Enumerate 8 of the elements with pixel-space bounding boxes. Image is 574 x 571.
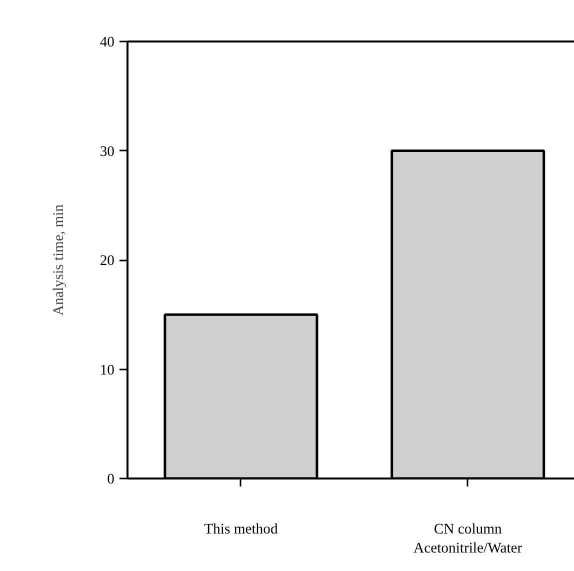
y-tick-label: 40: [100, 34, 114, 50]
y-tick-label: 20: [100, 253, 114, 269]
y-tick-label: 30: [100, 144, 114, 160]
x-tick-label: CN column Acetonitrile/Water: [414, 522, 522, 557]
y-tick-label: 0: [107, 472, 114, 488]
x-tick-label: This method: [204, 522, 278, 538]
y-tick-label: 10: [100, 362, 114, 378]
y-axis-title: Analysis time, min: [50, 204, 67, 316]
